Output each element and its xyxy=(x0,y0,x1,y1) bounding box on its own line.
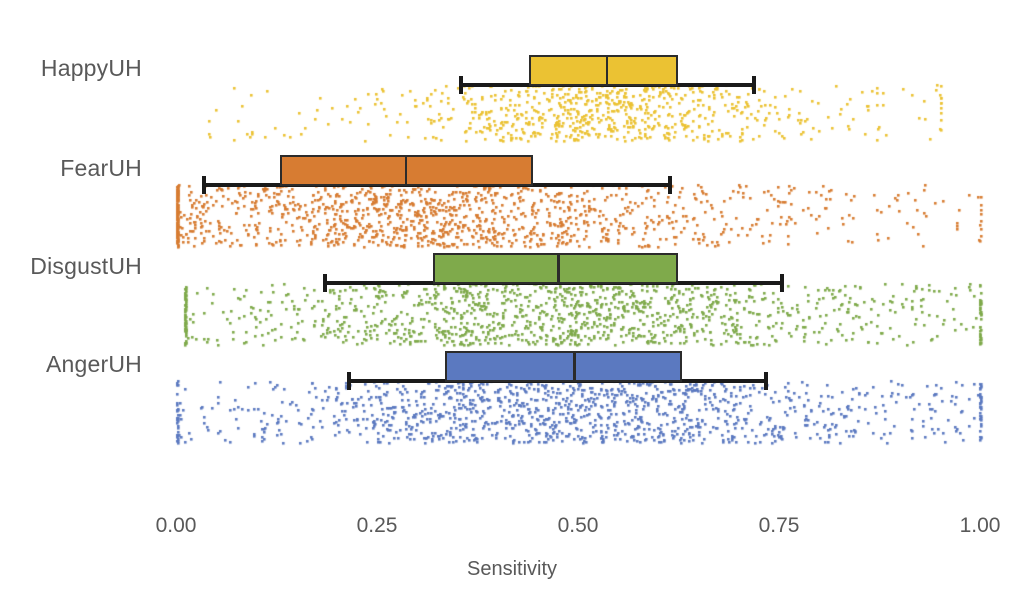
box-angeruh xyxy=(445,351,682,382)
whisker-cap-low-disgustuh xyxy=(322,274,327,292)
median-line-angeruh xyxy=(573,351,576,382)
box-happyuh xyxy=(529,55,678,86)
median-line-fearuh xyxy=(404,155,408,186)
x-tick-0-75: 0.75 xyxy=(758,514,800,537)
whisker-cap-high-angeruh xyxy=(764,372,769,390)
x-axis-title-text: Sensitivity xyxy=(466,558,558,580)
x-tick-1-00: 1.00 xyxy=(959,514,1001,537)
whisker-cap-high-happyuh xyxy=(752,76,757,94)
whisker-cap-low-fearuh xyxy=(202,176,207,194)
box-disgustuh xyxy=(432,253,678,284)
x-tick-0-25: 0.25 xyxy=(356,514,398,537)
whisker-cap-high-disgustuh xyxy=(780,274,785,292)
whisker-cap-low-happyuh xyxy=(459,76,464,94)
x-tick-0-50: 0.50 xyxy=(557,514,599,537)
median-line-disgustuh xyxy=(557,253,560,284)
x-axis-tick-labels: 0.00 0.25 0.50 0.75 1.00 xyxy=(0,514,1024,544)
x-tick-0-00: 0.00 xyxy=(155,514,197,537)
x-axis-title: Sensitivity xyxy=(0,558,1024,581)
whisker-cap-high-fearuh xyxy=(667,176,672,194)
whisker-cap-low-angeruh xyxy=(346,372,351,390)
median-line-happyuh xyxy=(605,55,609,86)
